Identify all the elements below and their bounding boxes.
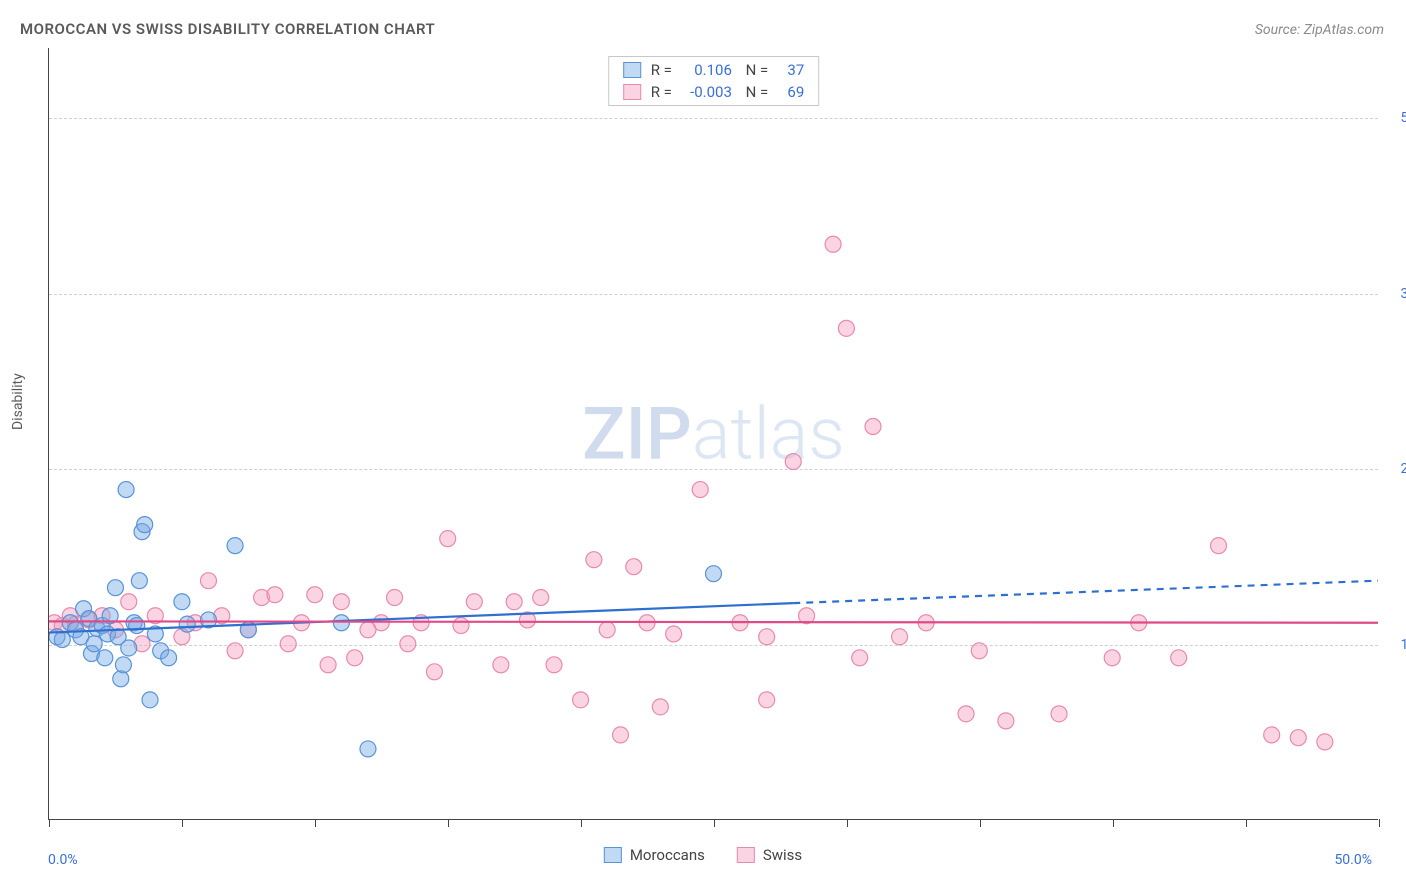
data-point bbox=[400, 636, 416, 652]
data-point bbox=[86, 636, 102, 652]
data-point bbox=[179, 616, 195, 632]
ytick-label: 25.0% bbox=[1383, 461, 1406, 477]
data-point bbox=[131, 573, 147, 589]
y-axis-label: Disability bbox=[10, 373, 26, 430]
data-point bbox=[320, 657, 336, 673]
data-point bbox=[97, 650, 113, 666]
data-point bbox=[115, 657, 131, 673]
data-point bbox=[785, 454, 801, 470]
data-point bbox=[118, 482, 134, 498]
xtick bbox=[1113, 819, 1114, 827]
data-point bbox=[533, 590, 549, 606]
xtick bbox=[315, 819, 316, 827]
data-point bbox=[1290, 730, 1306, 746]
data-point bbox=[586, 552, 602, 568]
data-point bbox=[599, 622, 615, 638]
chart-title: MOROCCAN VS SWISS DISABILITY CORRELATION… bbox=[20, 20, 435, 38]
xtick bbox=[581, 819, 582, 827]
data-point bbox=[759, 629, 775, 645]
ytick-label: 37.5% bbox=[1383, 286, 1406, 302]
data-point bbox=[838, 320, 854, 336]
data-point bbox=[387, 590, 403, 606]
legend-stats: R = 0.106 N = 37 R = -0.003 N = 69 bbox=[608, 56, 820, 106]
data-point bbox=[692, 482, 708, 498]
data-point bbox=[113, 671, 129, 687]
data-point bbox=[1051, 706, 1067, 722]
source-label: Source: ZipAtlas.com bbox=[1255, 22, 1384, 38]
x-range-min: 0.0% bbox=[48, 852, 78, 868]
data-point bbox=[453, 618, 469, 634]
data-point bbox=[506, 594, 522, 610]
data-point bbox=[360, 741, 376, 757]
data-point bbox=[759, 692, 775, 708]
data-point bbox=[971, 643, 987, 659]
data-point bbox=[706, 566, 722, 582]
xtick bbox=[847, 819, 848, 827]
data-point bbox=[129, 618, 145, 634]
data-point bbox=[142, 692, 158, 708]
data-point bbox=[307, 587, 323, 603]
data-point bbox=[121, 594, 137, 610]
data-point bbox=[466, 594, 482, 610]
data-point bbox=[347, 650, 363, 666]
legend-stats-row-0: R = 0.106 N = 37 bbox=[609, 59, 819, 81]
data-point bbox=[333, 594, 349, 610]
data-point bbox=[958, 706, 974, 722]
legend-label: Swiss bbox=[763, 846, 802, 864]
xtick bbox=[1379, 819, 1380, 827]
xtick bbox=[1246, 819, 1247, 827]
data-point bbox=[546, 657, 562, 673]
data-point bbox=[666, 626, 682, 642]
data-point bbox=[267, 587, 283, 603]
xtick bbox=[448, 819, 449, 827]
data-point bbox=[1317, 734, 1333, 750]
xtick bbox=[714, 819, 715, 827]
data-point bbox=[121, 640, 137, 656]
data-point bbox=[612, 727, 628, 743]
data-point bbox=[161, 650, 177, 666]
plot-area: ZIPatlas R = 0.106 N = 37 R = -0.003 N =… bbox=[48, 48, 1378, 820]
data-point bbox=[1171, 650, 1187, 666]
x-range-max: 50.0% bbox=[1334, 852, 1372, 868]
data-point bbox=[440, 531, 456, 547]
data-point bbox=[1264, 727, 1280, 743]
ytick-label: 50.0% bbox=[1383, 110, 1406, 126]
scatter-svg bbox=[49, 48, 1378, 819]
data-point bbox=[174, 594, 190, 610]
data-point bbox=[865, 419, 881, 435]
xtick bbox=[182, 819, 183, 827]
data-point bbox=[825, 236, 841, 252]
trend-line bbox=[793, 581, 1378, 603]
data-point bbox=[227, 643, 243, 659]
data-point bbox=[426, 664, 442, 680]
xtick bbox=[49, 819, 50, 827]
xtick bbox=[980, 819, 981, 827]
data-point bbox=[998, 713, 1014, 729]
legend-item-moroccans: Moroccans bbox=[604, 846, 705, 864]
legend-stats-row-1: R = -0.003 N = 69 bbox=[609, 81, 819, 103]
ytick-label: 12.5% bbox=[1383, 637, 1406, 653]
swatch-swiss-icon bbox=[737, 847, 755, 863]
swatch-moroccans-icon bbox=[604, 847, 622, 863]
data-point bbox=[493, 657, 509, 673]
data-point bbox=[227, 538, 243, 554]
data-point bbox=[1211, 538, 1227, 554]
data-point bbox=[573, 692, 589, 708]
data-point bbox=[626, 559, 642, 575]
data-point bbox=[852, 650, 868, 666]
data-point bbox=[280, 636, 296, 652]
legend-series: Moroccans Swiss bbox=[604, 846, 802, 864]
legend-label: Moroccans bbox=[630, 846, 705, 864]
swatch-moroccans-icon bbox=[623, 62, 641, 78]
data-point bbox=[137, 517, 153, 533]
data-point bbox=[1104, 650, 1120, 666]
legend-item-swiss: Swiss bbox=[737, 846, 802, 864]
data-point bbox=[652, 699, 668, 715]
data-point bbox=[54, 632, 70, 648]
trend-line bbox=[49, 621, 1378, 622]
data-point bbox=[892, 629, 908, 645]
swatch-swiss-icon bbox=[623, 84, 641, 100]
data-point bbox=[200, 573, 216, 589]
data-point bbox=[107, 580, 123, 596]
